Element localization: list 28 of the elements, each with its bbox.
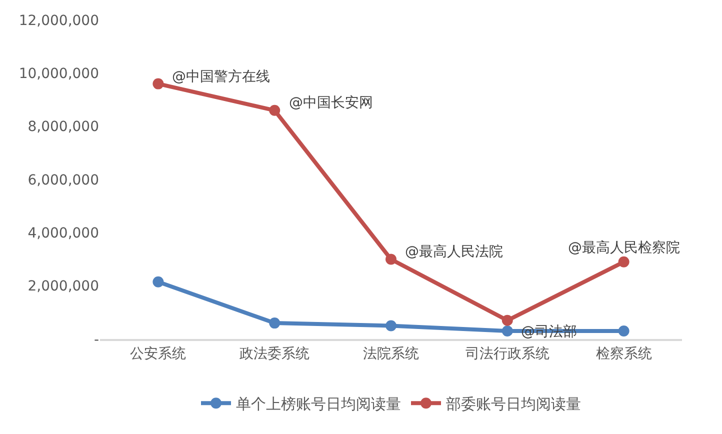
annotation: @中国长安网 xyxy=(289,95,373,111)
x-tick-label: 司法行政系统 xyxy=(465,346,550,362)
point xyxy=(618,326,630,337)
point xyxy=(269,318,280,329)
y-tick-label: 6,000,000 xyxy=(28,172,99,188)
x-tick-label: 公安系统 xyxy=(130,346,186,362)
point xyxy=(502,326,513,337)
annotation: @最高人民检察院 xyxy=(568,240,680,256)
point xyxy=(152,276,164,288)
y-tick-label: 4,000,000 xyxy=(28,226,99,242)
x-tick-label: 政法委系统 xyxy=(240,346,310,362)
point xyxy=(502,314,513,326)
legend-label: 单个上榜账号日均阅读量 xyxy=(236,394,401,413)
point xyxy=(386,320,396,332)
x-tick-label: 检察系统 xyxy=(596,346,652,362)
y-tick-label: 2,000,000 xyxy=(28,278,99,295)
annotation: @最高人民法院 xyxy=(405,244,503,260)
annotation: @中国警方在线 xyxy=(172,69,270,85)
legend-label: 部委账号日均阅读量 xyxy=(446,394,581,413)
x-tick-label: 法院系统 xyxy=(363,346,419,362)
point xyxy=(269,104,280,116)
point xyxy=(152,78,164,90)
y-tick-label: 10,000,000 xyxy=(18,66,99,82)
point xyxy=(618,256,630,268)
y-tick-label: 12,000,000 xyxy=(18,12,99,29)
y-tick-label: - xyxy=(94,332,99,348)
point xyxy=(386,254,396,265)
y-tick-label: 8,000,000 xyxy=(28,119,99,136)
